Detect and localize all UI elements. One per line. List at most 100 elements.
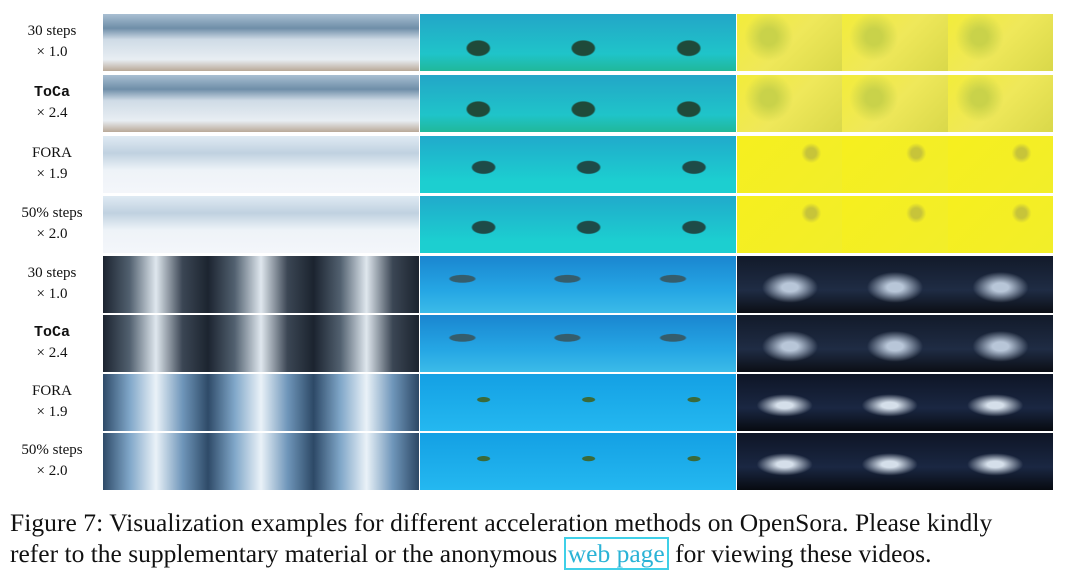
video-frame (208, 196, 315, 253)
method-name: FORA (31, 145, 72, 161)
row-label: FORA × 1.9 (0, 143, 104, 185)
web-page-link[interactable]: web page (563, 537, 669, 570)
video-frame (947, 256, 1054, 313)
video-frame (525, 433, 632, 490)
row-label: 30 steps × 1.0 (0, 21, 104, 63)
video-frame (947, 14, 1054, 71)
video-frame (630, 14, 737, 71)
video-frame (208, 315, 315, 372)
method-name: 50% steps (21, 205, 83, 221)
video-frame (313, 256, 420, 313)
method-name: 30 steps (27, 265, 77, 281)
video-frame (737, 315, 843, 372)
video-frame (630, 374, 737, 431)
video-frame (103, 315, 209, 372)
video-frame (313, 136, 420, 193)
video-frame (313, 75, 420, 132)
video-frame (420, 136, 526, 193)
video-frame (420, 196, 526, 253)
video-frame (208, 14, 315, 71)
video-frame (208, 433, 315, 490)
speed-up: × 2.0 (36, 463, 68, 479)
video-frame (103, 374, 209, 431)
video-frame (947, 315, 1054, 372)
video-frame (420, 433, 526, 490)
method-name: ToCa (33, 84, 70, 101)
video-frame (525, 75, 632, 132)
video-frame (420, 315, 526, 372)
row-label: 50% steps × 2.0 (0, 440, 104, 482)
method-name: 50% steps (21, 442, 83, 458)
video-frame (842, 315, 949, 372)
caption-text: for viewing these videos. (675, 539, 932, 568)
video-frame (630, 315, 737, 372)
video-frame (103, 256, 209, 313)
row-label: ToCa × 2.4 (0, 322, 104, 364)
video-frame (630, 136, 737, 193)
video-frame (103, 75, 209, 132)
video-frame (420, 256, 526, 313)
speed-up: × 1.9 (36, 404, 68, 420)
video-frame (208, 75, 315, 132)
video-frame (630, 433, 737, 490)
video-frame (947, 75, 1054, 132)
speed-up: × 2.0 (36, 226, 68, 242)
video-frame (630, 256, 737, 313)
video-frame (842, 196, 949, 253)
video-frame (313, 196, 420, 253)
video-frame (208, 374, 315, 431)
video-frame (525, 374, 632, 431)
speed-up: × 2.4 (36, 345, 68, 361)
row-label: FORA × 1.9 (0, 381, 104, 423)
caption-line: Figure 7: Visualization examples for dif… (10, 508, 993, 537)
video-frame (103, 196, 209, 253)
video-frame (947, 374, 1054, 431)
video-frame (420, 374, 526, 431)
method-name: ToCa (33, 324, 70, 341)
video-frame (737, 433, 843, 490)
video-frame (525, 136, 632, 193)
video-frame (313, 433, 420, 490)
video-frame (737, 374, 843, 431)
caption-text: refer to the supplementary material or t… (10, 539, 558, 568)
video-frame (947, 136, 1054, 193)
video-frame (947, 433, 1054, 490)
speed-up: × 1.0 (36, 286, 68, 302)
video-frame (313, 14, 420, 71)
video-frame (420, 14, 526, 71)
video-frame (525, 14, 632, 71)
video-frame (208, 256, 315, 313)
speed-up: × 1.9 (36, 166, 68, 182)
video-frame (630, 75, 737, 132)
video-frame (525, 196, 632, 253)
video-frame (737, 196, 843, 253)
row-label: 50% steps × 2.0 (0, 203, 104, 245)
video-frame (842, 374, 949, 431)
speed-up: × 1.0 (36, 44, 68, 60)
video-frame (313, 374, 420, 431)
figure-grid: 30 steps × 1.0 ToCa × 2.4 FORA × 1.9 50% steps… (0, 14, 1054, 490)
row-label: ToCa × 2.4 (0, 82, 104, 124)
video-frame (842, 256, 949, 313)
video-frame (525, 315, 632, 372)
video-frame (103, 14, 209, 71)
video-frame (208, 136, 315, 193)
method-name: FORA (31, 383, 72, 399)
video-frame (737, 136, 843, 193)
caption-line: refer to the supplementary material or t… (10, 537, 1075, 570)
video-frame (420, 75, 526, 132)
video-frame (842, 136, 949, 193)
video-frame (842, 14, 949, 71)
video-frame (842, 433, 949, 490)
video-frame (737, 256, 843, 313)
video-frame (842, 75, 949, 132)
method-name: 30 steps (27, 23, 77, 39)
video-frame (947, 196, 1054, 253)
video-frame (737, 75, 843, 132)
row-label: 30 steps × 1.0 (0, 263, 104, 305)
video-frame (103, 433, 209, 490)
video-frame (525, 256, 632, 313)
video-frame (313, 315, 420, 372)
speed-up: × 2.4 (36, 105, 68, 121)
